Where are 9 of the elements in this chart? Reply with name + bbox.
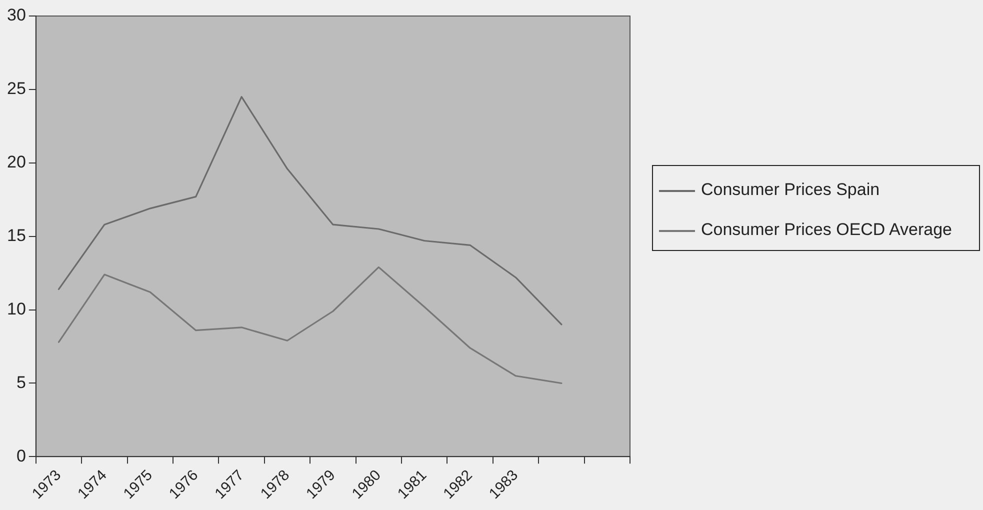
y-tick-label: 30 xyxy=(6,6,26,25)
y-tick-label: 0 xyxy=(16,446,26,466)
y-tick-label: 25 xyxy=(6,79,26,98)
y-tick-label: 20 xyxy=(6,152,26,172)
y-tick-label: 15 xyxy=(6,226,26,246)
legend-label: Consumer Prices Spain xyxy=(701,180,880,200)
legend-label: Consumer Prices OECD Average xyxy=(701,220,952,240)
y-tick-label: 5 xyxy=(16,372,26,392)
y-tick-label: 10 xyxy=(6,299,26,318)
